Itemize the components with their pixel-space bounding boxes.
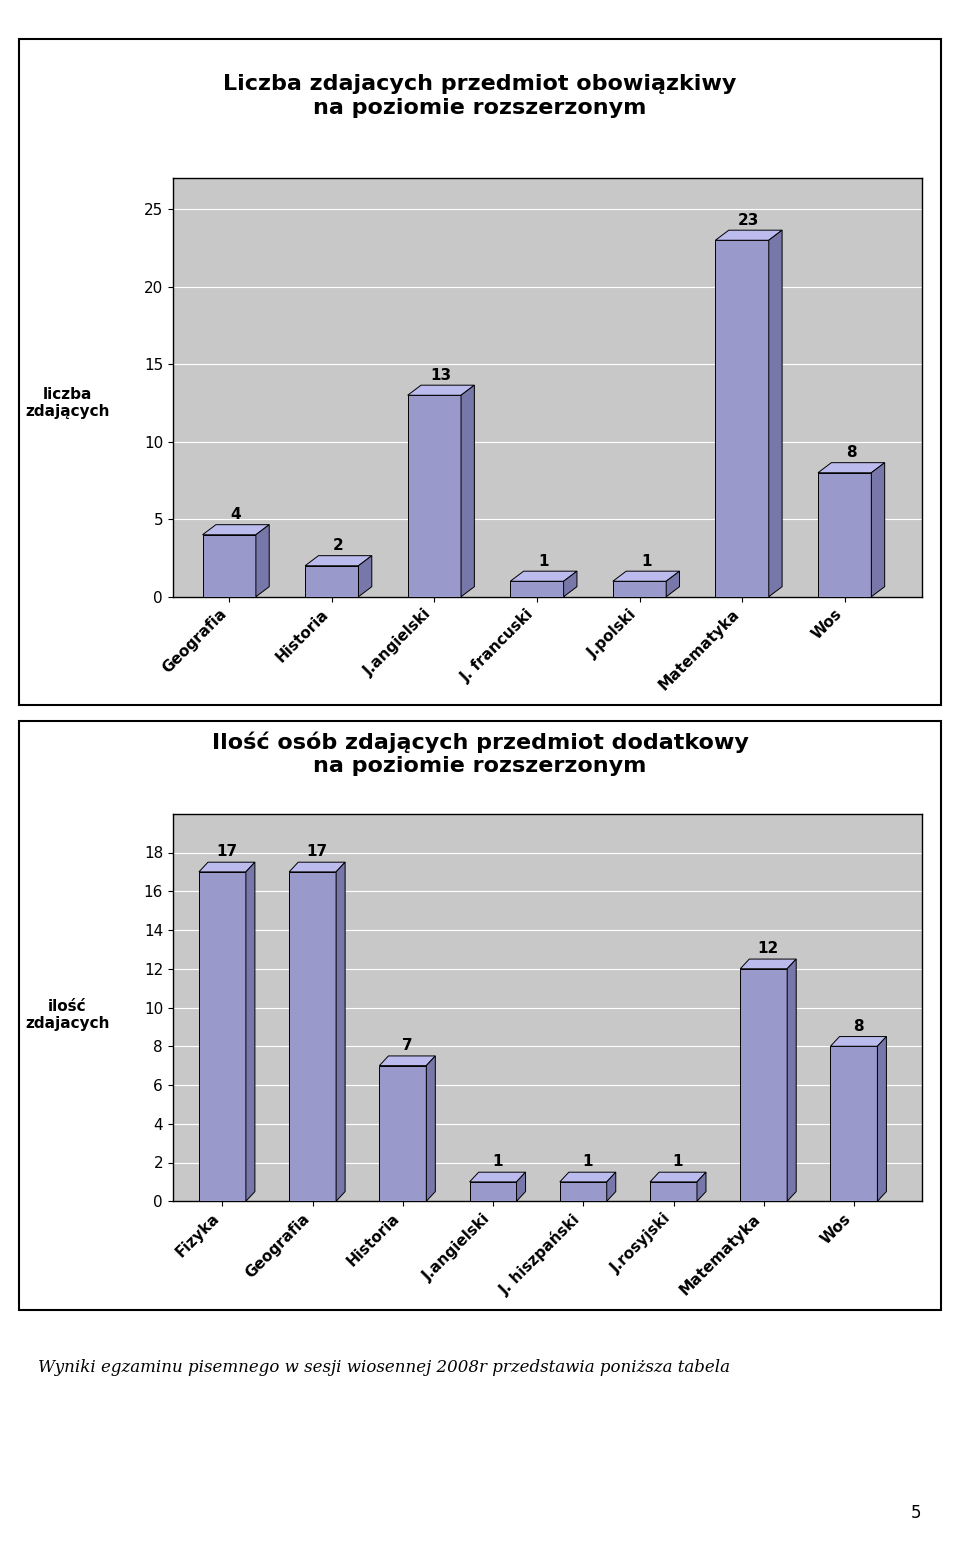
Polygon shape	[469, 1172, 525, 1181]
Bar	[379, 1066, 426, 1201]
Bar	[612, 581, 666, 597]
Text: 12: 12	[757, 941, 779, 956]
Bar	[469, 1181, 516, 1201]
Polygon shape	[408, 384, 474, 395]
Text: 1: 1	[583, 1155, 593, 1169]
Bar	[715, 240, 769, 597]
Bar	[289, 871, 336, 1201]
Polygon shape	[305, 555, 372, 566]
Text: 23: 23	[738, 212, 759, 228]
Bar	[511, 581, 564, 597]
Polygon shape	[650, 1172, 706, 1181]
Bar	[203, 535, 256, 597]
Polygon shape	[203, 524, 269, 535]
Text: 8: 8	[846, 445, 856, 460]
Polygon shape	[461, 384, 474, 597]
Polygon shape	[818, 462, 885, 473]
Bar	[830, 1046, 877, 1201]
Polygon shape	[872, 462, 885, 597]
Bar	[305, 566, 358, 597]
Text: Ilość osób zdających przedmiot dodatkowy
na poziomie rozszerzonym: Ilość osób zdających przedmiot dodatkowy…	[211, 732, 749, 777]
Polygon shape	[511, 570, 577, 581]
Polygon shape	[199, 862, 255, 871]
Polygon shape	[769, 229, 782, 597]
Polygon shape	[358, 555, 372, 597]
Polygon shape	[612, 570, 680, 581]
Text: 1: 1	[641, 553, 652, 569]
Text: ilość
zdajacych: ilość zdajacych	[25, 1000, 109, 1031]
Text: 1: 1	[492, 1155, 503, 1169]
Polygon shape	[715, 229, 782, 240]
Polygon shape	[697, 1172, 706, 1201]
Polygon shape	[830, 1037, 886, 1046]
Polygon shape	[426, 1056, 435, 1201]
Text: 17: 17	[306, 845, 327, 859]
Text: Wyniki egzaminu pisemnego w sesji wiosennej 2008r przedstawia poniższa tabela: Wyniki egzaminu pisemnego w sesji wiosen…	[38, 1359, 731, 1375]
Polygon shape	[246, 862, 255, 1201]
Polygon shape	[787, 959, 796, 1201]
Text: 2: 2	[333, 538, 344, 553]
Polygon shape	[607, 1172, 615, 1201]
Polygon shape	[560, 1172, 615, 1181]
Text: 1: 1	[539, 553, 549, 569]
Bar	[408, 395, 461, 597]
Text: liczba
zdających: liczba zdających	[25, 388, 109, 418]
Text: 7: 7	[402, 1038, 413, 1052]
Bar	[650, 1181, 697, 1201]
Polygon shape	[516, 1172, 525, 1201]
Text: 5: 5	[911, 1504, 922, 1522]
Bar	[560, 1181, 607, 1201]
Polygon shape	[256, 524, 269, 597]
Polygon shape	[740, 959, 796, 969]
Bar	[199, 871, 246, 1201]
Polygon shape	[877, 1037, 886, 1201]
Polygon shape	[336, 862, 345, 1201]
Polygon shape	[666, 570, 680, 597]
Polygon shape	[289, 862, 345, 871]
Text: 13: 13	[430, 367, 451, 383]
Bar	[740, 969, 787, 1201]
Bar	[818, 473, 872, 597]
Text: 8: 8	[853, 1018, 864, 1034]
Text: 4: 4	[230, 507, 241, 522]
Text: Liczba zdajacych przedmiot obowiązkiwy
na poziomie rozszerzonym: Liczba zdajacych przedmiot obowiązkiwy n…	[224, 74, 736, 118]
Text: 1: 1	[673, 1155, 684, 1169]
Polygon shape	[379, 1056, 435, 1066]
Polygon shape	[564, 570, 577, 597]
Text: 17: 17	[216, 845, 237, 859]
